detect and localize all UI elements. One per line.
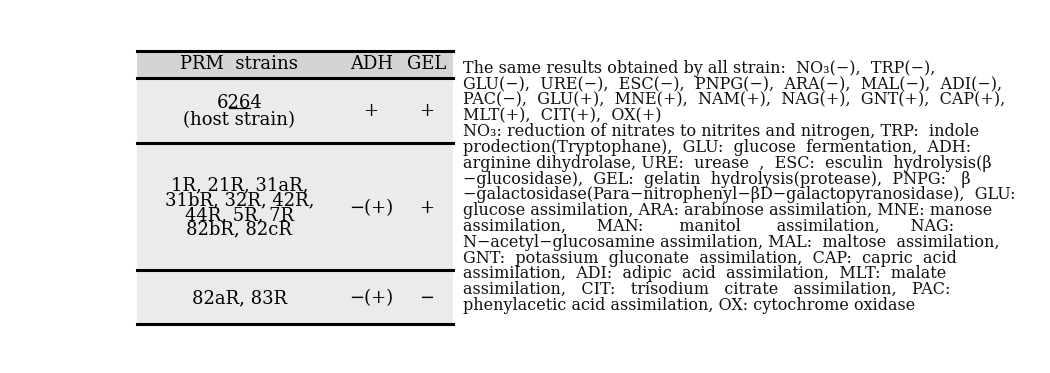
Text: GNT:  potassium  gluconate  assimilation,  CAP:  capric  acid: GNT: potassium gluconate assimilation, C… <box>463 250 957 267</box>
Text: GLU(−),  URE(−),  ESC(−),  PNPG(−),  ARA(−),  MAL(−),  ADI(−),: GLU(−), URE(−), ESC(−), PNPG(−), ARA(−),… <box>463 76 1002 93</box>
Text: −(+): −(+) <box>349 289 393 307</box>
Text: prodection(Tryptophane),  GLU:  glucose  fermentation,  ADH:: prodection(Tryptophane), GLU: glucose fe… <box>463 139 971 156</box>
Text: (host strain): (host strain) <box>184 111 295 129</box>
Text: N−acetyl−glucosamine assimilation, MAL:  maltose  assimilation,: N−acetyl−glucosamine assimilation, MAL: … <box>463 234 1000 251</box>
Bar <box>138 51 453 78</box>
Text: 82aR, 83R: 82aR, 83R <box>192 289 287 307</box>
Bar <box>138 145 453 270</box>
Text: −glucosidase),  GEL:  gelatin  hydrolysis(protease),  PNPG:   β: −glucosidase), GEL: gelatin hydrolysis(p… <box>463 171 970 188</box>
Text: GEL: GEL <box>407 56 446 73</box>
Text: 44R, 5R, 7R: 44R, 5R, 7R <box>185 206 294 224</box>
Text: PRM  strains: PRM strains <box>181 56 298 73</box>
Text: +: + <box>419 102 435 120</box>
Text: 6264: 6264 <box>216 94 262 112</box>
Text: −galactosidase(Para−nitrophenyl−βD−galactopyranosidase),  GLU:: −galactosidase(Para−nitrophenyl−βD−galac… <box>463 186 1015 203</box>
Text: +: + <box>363 102 379 120</box>
Text: +: + <box>419 198 435 217</box>
Text: −(+): −(+) <box>349 198 393 217</box>
Text: glucose assimilation, ARA: arabinose assimilation, MNE: manose: glucose assimilation, ARA: arabinose ass… <box>463 202 992 219</box>
Text: arginine dihydrolase, URE:  urease  ,  ESC:  esculin  hydrolysis(β: arginine dihydrolase, URE: urease , ESC:… <box>463 155 991 172</box>
Text: −: − <box>419 289 435 307</box>
Text: 31bR, 32R, 42R,: 31bR, 32R, 42R, <box>165 191 314 209</box>
Text: assimilation,  ADI:  adipic  acid  assimilation,  MLT:  malate: assimilation, ADI: adipic acid assimilat… <box>463 265 946 282</box>
Text: assimilation,      MAN:       manitol       assimilation,      NAG:: assimilation, MAN: manitol assimilation,… <box>463 218 954 235</box>
Text: assimilation,   CIT:   trisodium   citrate   assimilation,   PAC:: assimilation, CIT: trisodium citrate ass… <box>463 281 950 298</box>
Text: phenylacetic acid assimilation, OX: cytochrome oxidase: phenylacetic acid assimilation, OX: cyto… <box>463 297 916 314</box>
Text: The same results obtained by all strain:  NO₃(−),  TRP(−),: The same results obtained by all strain:… <box>463 60 936 77</box>
Text: 1R, 21R, 31aR,: 1R, 21R, 31aR, <box>171 177 308 195</box>
Text: NO₃: reduction of nitrates to nitrites and nitrogen, TRP:  indole: NO₃: reduction of nitrates to nitrites a… <box>463 123 979 140</box>
Text: 82bR, 82cR: 82bR, 82cR <box>187 220 292 239</box>
Text: PAC(−),  GLU(+),  MNE(+),  NAM(+),  NAG(+),  GNT(+),  CAP(+),: PAC(−), GLU(+), MNE(+), NAM(+), NAG(+), … <box>463 92 1005 109</box>
Bar <box>138 272 453 324</box>
Text: MLT(+),  CIT(+),  OX(+): MLT(+), CIT(+), OX(+) <box>463 107 662 125</box>
Bar <box>138 79 453 143</box>
Text: ADH: ADH <box>350 56 393 73</box>
